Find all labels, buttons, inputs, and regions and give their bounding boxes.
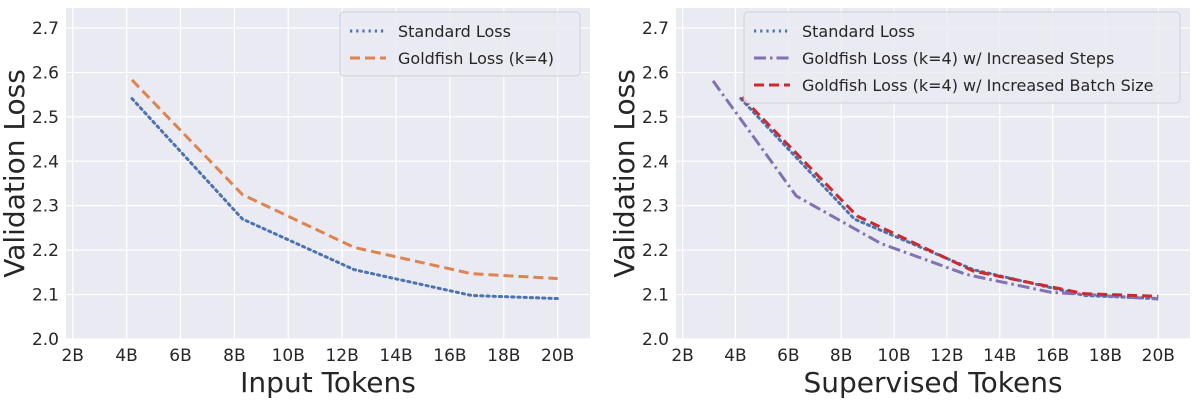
legend: Standard Loss Goldfish Loss (k=4) xyxy=(339,11,581,77)
series-line-3 xyxy=(740,96,1159,298)
legend-label: Standard Loss xyxy=(802,22,915,41)
y-tick-label: 2.0 xyxy=(32,330,59,350)
y-tick-label: 2.5 xyxy=(32,108,59,128)
x-tick-label: 20B xyxy=(1142,346,1175,366)
y-tick-label: 2.5 xyxy=(642,108,669,128)
y-tick-label: 2.4 xyxy=(642,152,669,172)
x-tick-label: 6B xyxy=(777,346,799,366)
x-tick-label: 18B xyxy=(487,346,520,366)
x-tick-label: 6B xyxy=(169,346,191,366)
legend: Standard Loss Goldfish Loss (k=4) w/ Incr… xyxy=(743,11,1181,104)
x-tick-label: 4B xyxy=(724,346,746,366)
y-tick-label: 2.6 xyxy=(32,63,59,83)
legend-label: Goldfish Loss (k=4) xyxy=(398,49,554,68)
y-tick-label: 2.6 xyxy=(642,63,669,83)
y-tick-label: 2.7 xyxy=(642,19,669,39)
x-tick-label: 20B xyxy=(541,346,574,366)
x-axis-label: Supervised Tokens xyxy=(803,366,1062,399)
chart-panel-1: 2B 4B 6B 8B 10B 12B 14B 16B 18B 20B 2.0 2.1 2.2 2.3 2.… xyxy=(0,8,590,399)
y-tick-label: 2.2 xyxy=(32,241,59,261)
legend-box xyxy=(339,11,581,77)
y-tick-label: 2.4 xyxy=(32,152,59,172)
series-line-2 xyxy=(711,79,1159,301)
x-tick-label: 16B xyxy=(433,346,466,366)
x-tick-label: 10B xyxy=(877,346,910,366)
x-tick-label: 12B xyxy=(930,346,963,366)
legend-label: Goldfish Loss (k=4) w/ Increased Batch S… xyxy=(802,76,1153,95)
y-tick-label: 2.1 xyxy=(32,286,59,306)
x-tick-label: 12B xyxy=(325,346,358,366)
legend-label: Standard Loss xyxy=(398,22,511,41)
x-tick-label: 4B xyxy=(115,346,137,366)
x-tick-label: 16B xyxy=(1036,346,1069,366)
x-tick-label: 2B xyxy=(61,346,83,366)
y-tick-label: 2.2 xyxy=(642,241,669,261)
x-tick-label: 2B xyxy=(671,346,693,366)
y-tick-label: 2.0 xyxy=(642,330,669,350)
y-tick-label: 2.1 xyxy=(642,286,669,306)
chart-panel-2: 2B 4B 6B 8B 10B 12B 14B 16B 18B 20B 2.0 2.1 2.2 2.3 2.… xyxy=(608,8,1190,399)
series-line-1 xyxy=(130,97,560,301)
y-tick-label: 2.3 xyxy=(642,197,669,217)
x-tick-label: 8B xyxy=(830,346,852,366)
legend-label: Goldfish Loss (k=4) w/ Increased Steps xyxy=(802,49,1114,68)
y-axis-label: Validation Loss xyxy=(608,69,641,278)
x-tick-label: 18B xyxy=(1089,346,1122,366)
y-axis-label: Validation Loss xyxy=(0,69,31,278)
x-tick-label: 14B xyxy=(379,346,412,366)
legend-box xyxy=(743,11,1181,104)
x-tick-label: 14B xyxy=(983,346,1016,366)
y-tick-label: 2.3 xyxy=(32,197,59,217)
x-tick-label: 10B xyxy=(272,346,305,366)
x-axis-label: Input Tokens xyxy=(240,366,416,399)
y-tick-label: 2.7 xyxy=(32,19,59,39)
series-line-2 xyxy=(130,78,558,281)
x-tick-label: 8B xyxy=(223,346,245,366)
